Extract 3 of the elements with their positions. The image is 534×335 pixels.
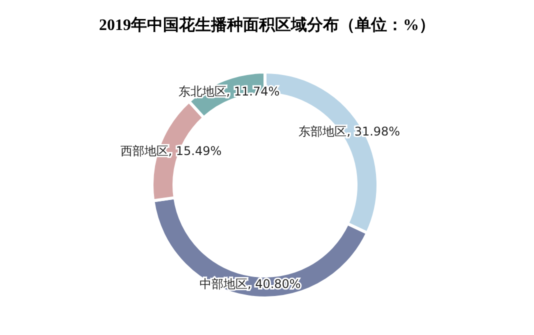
slice-label: 西部地区, 15.49% [120, 144, 222, 158]
slice-label: 东部地区, 31.98% [298, 124, 400, 138]
chart-title: 2019年中国花生播种面积区域分布（单位：%） [99, 16, 435, 34]
